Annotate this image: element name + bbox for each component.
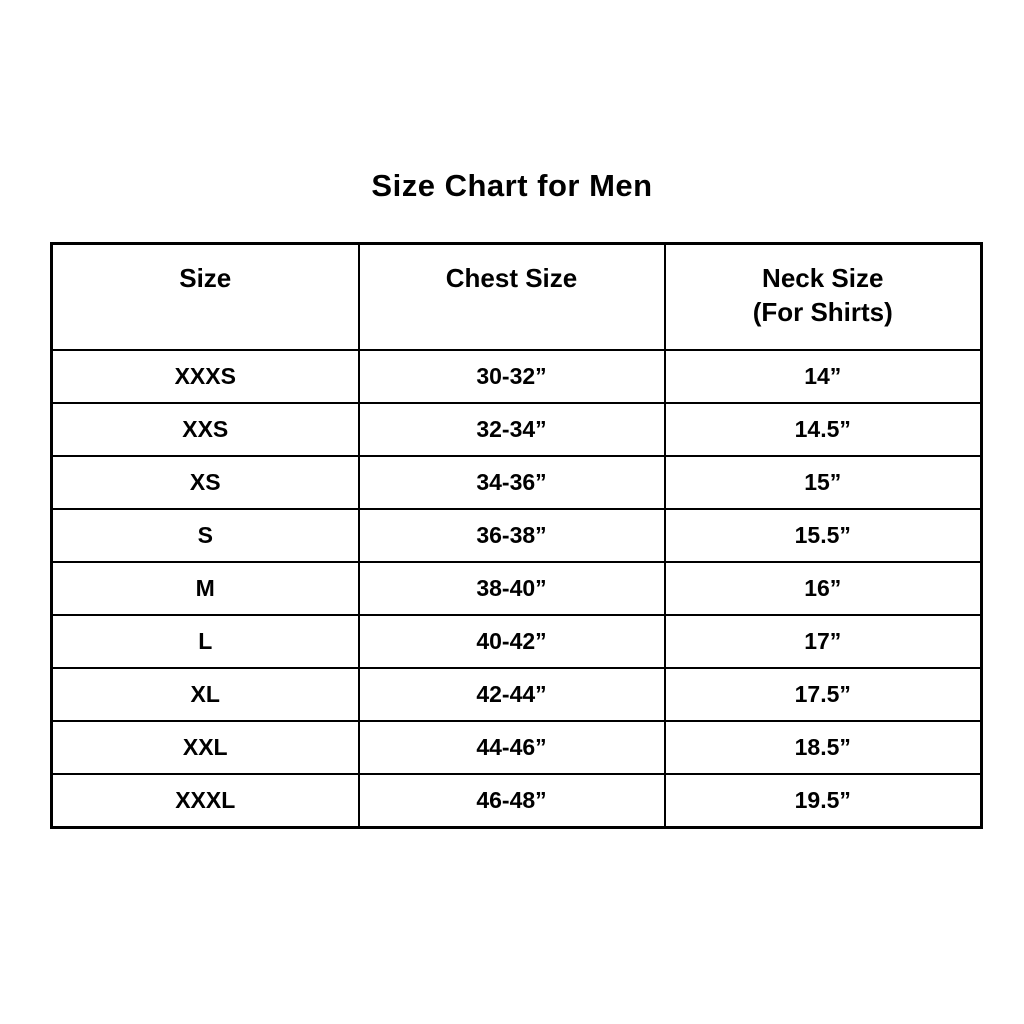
table-header: Size Chest Size Neck Size (For Shirts) — [50, 242, 983, 351]
size-chart-table: Size Chest Size Neck Size (For Shirts) XXXS… — [50, 242, 983, 829]
size-cell: XXL — [50, 720, 360, 775]
chest-size-cell: 46-48” — [357, 773, 666, 829]
table-row: XL 42-44” 17.5” — [50, 667, 983, 722]
neck-size-cell: 16” — [663, 561, 983, 616]
chest-size-cell: 34-36” — [357, 455, 666, 510]
neck-size-cell: 15.5” — [663, 508, 983, 563]
size-cell: XL — [50, 667, 360, 722]
chest-size-cell: 40-42” — [357, 614, 666, 669]
size-cell: XXXS — [50, 349, 360, 404]
neck-size-cell: 19.5” — [663, 773, 983, 829]
size-cell: XS — [50, 455, 360, 510]
table-row: XXL 44-46” 18.5” — [50, 720, 983, 775]
column-header-size: Size — [50, 242, 360, 351]
table-row: M 38-40” 16” — [50, 561, 983, 616]
table-row: XXS 32-34” 14.5” — [50, 402, 983, 457]
size-cell: XXXL — [50, 773, 360, 829]
neck-size-cell: 14.5” — [663, 402, 983, 457]
neck-size-cell: 15” — [663, 455, 983, 510]
table-row: L 40-42” 17” — [50, 614, 983, 669]
size-cell: XXS — [50, 402, 360, 457]
chest-size-cell: 36-38” — [357, 508, 666, 563]
table-body: XXXS 30-32” 14” XXS 32-34” 14.5” XS 34-36” 15” S 3… — [50, 349, 983, 829]
column-header-line1: Neck Size — [762, 263, 884, 293]
page-title: Size Chart for Men — [371, 168, 653, 203]
chest-size-cell: 44-46” — [357, 720, 666, 775]
column-header-chest-size: Chest Size — [357, 242, 666, 351]
column-header-line1: Size — [179, 263, 232, 293]
column-header-neck-size: Neck Size (For Shirts) — [663, 242, 983, 351]
column-header-line2: (For Shirts) — [752, 297, 893, 327]
table-row: S 36-38” 15.5” — [50, 508, 983, 563]
table-row: XXXL 46-48” 19.5” — [50, 773, 983, 829]
header-row: Size Chest Size Neck Size (For Shirts) — [50, 242, 983, 351]
neck-size-cell: 17.5” — [663, 667, 983, 722]
column-header-line1: Chest Size — [445, 263, 578, 293]
table-row: XS 34-36” 15” — [50, 455, 983, 510]
chest-size-cell: 30-32” — [357, 349, 666, 404]
neck-size-cell: 14” — [663, 349, 983, 404]
table-row: XXXS 30-32” 14” — [50, 349, 983, 404]
size-cell: S — [50, 508, 360, 563]
size-cell: L — [50, 614, 360, 669]
size-cell: M — [50, 561, 360, 616]
neck-size-cell: 18.5” — [663, 720, 983, 775]
chest-size-cell: 32-34” — [357, 402, 666, 457]
neck-size-cell: 17” — [663, 614, 983, 669]
chest-size-cell: 38-40” — [357, 561, 666, 616]
chest-size-cell: 42-44” — [357, 667, 666, 722]
